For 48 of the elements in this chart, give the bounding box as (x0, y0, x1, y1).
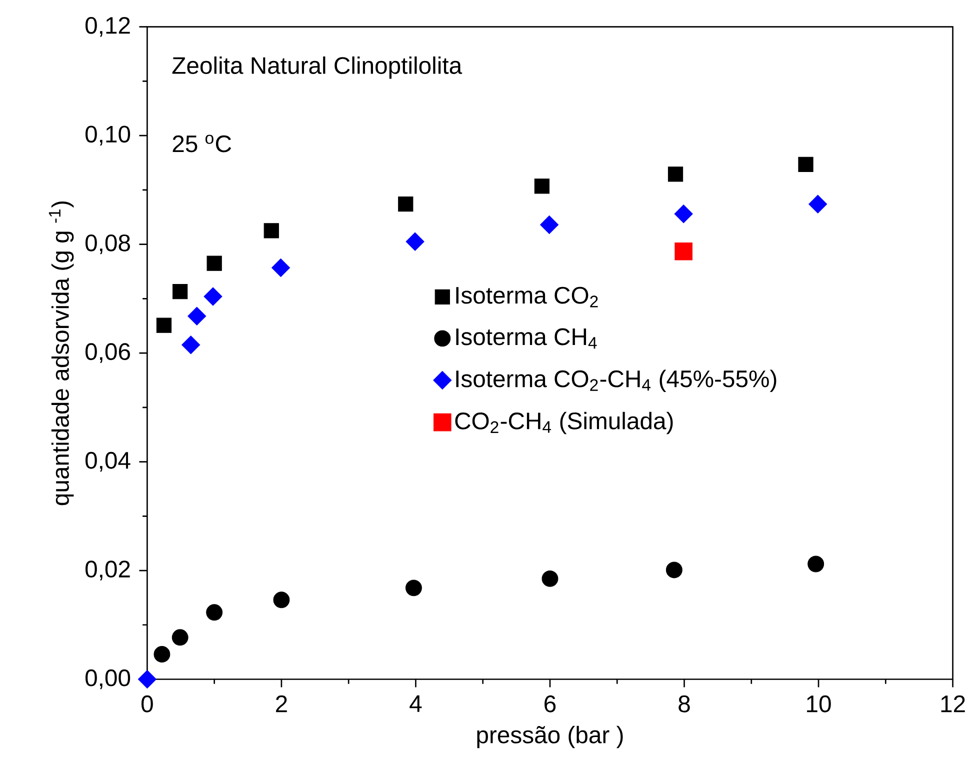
y-tick-label: 0,06 (85, 343, 130, 364)
x-tick-label: 12 (941, 696, 965, 712)
y-tick-label: 0,04 (85, 452, 130, 472)
x-tick-label: 0 (141, 696, 153, 712)
y-tick-label: 0,08 (85, 234, 130, 254)
point (405, 580, 422, 596)
point (156, 318, 172, 333)
y-tick-label: 0,12 (85, 17, 130, 37)
point (668, 166, 684, 182)
y-axis-title: quantidade adsorvida (g g $^{-1}$) (48, 202, 74, 506)
point (188, 306, 206, 326)
point (666, 562, 682, 578)
point (206, 604, 223, 621)
point (138, 670, 156, 689)
point (542, 570, 558, 588)
point (674, 242, 692, 260)
x-tick-label: 8 (678, 696, 690, 712)
x-tick-label: 4 (410, 696, 422, 712)
point (206, 256, 222, 272)
point (172, 284, 188, 300)
x-axis-title: pressão (bar ) (477, 726, 623, 748)
point (272, 258, 290, 278)
point (172, 629, 188, 646)
point (534, 178, 550, 194)
point (674, 204, 693, 224)
point (273, 592, 290, 608)
point (808, 556, 824, 572)
annotation: 25 $^{o}$C (172, 134, 232, 152)
point (398, 196, 414, 212)
y-tick-label: 0,02 (85, 560, 130, 580)
y-tick-label: 0,10 (85, 126, 130, 146)
point (204, 287, 222, 306)
annotation: Zeolita Natural Clinoptilolita (172, 56, 462, 79)
legend-label: Isoterma CO$_{2}$-CH$_{4}$ (45%-55%) (456, 370, 776, 392)
point (540, 216, 559, 234)
legend-label: Isoterma CH$_{4}$ (456, 328, 597, 349)
point (154, 646, 170, 663)
point (406, 232, 424, 251)
point (798, 156, 814, 172)
point (808, 194, 828, 214)
point (182, 336, 200, 354)
y-tick-label: 0,00 (85, 670, 130, 690)
legend-label: Isoterma CO$_{2}$ (456, 286, 598, 308)
x-tick-label: 2 (276, 696, 287, 712)
x-tick-label: 10 (807, 696, 831, 712)
legend-label: CO$_{2}$-CH$_{4}$ (Simulada) (455, 412, 673, 434)
x-tick-label: 6 (544, 696, 556, 712)
point (264, 223, 279, 238)
